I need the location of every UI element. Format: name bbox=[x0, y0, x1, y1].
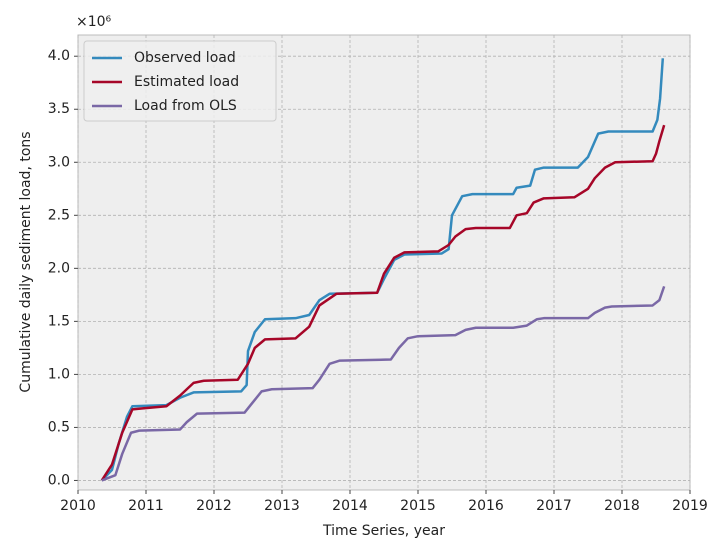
legend-label: Load from OLS bbox=[134, 98, 237, 114]
legend-box bbox=[83, 40, 277, 122]
x-tick-label: 2013 bbox=[264, 498, 300, 514]
y-tick-label: 1.0 bbox=[48, 366, 70, 382]
x-tick-label: 2010 bbox=[60, 498, 96, 514]
y-tick-label: 1.5 bbox=[48, 313, 70, 329]
y-tick-label: 0.0 bbox=[48, 472, 70, 488]
x-tick-label: 2017 bbox=[536, 498, 572, 514]
legend: Observed load Estimated load Load from OLS bbox=[83, 40, 277, 122]
y-tick-label: 3.0 bbox=[48, 154, 70, 170]
x-tick-label: 2011 bbox=[128, 498, 164, 514]
x-tick-label: 2019 bbox=[672, 498, 708, 514]
x-tick-label: 2016 bbox=[468, 498, 504, 514]
y-tick-label: 4.0 bbox=[48, 48, 70, 64]
line-series bbox=[101, 285, 666, 482]
y-tick-label: 2.5 bbox=[48, 207, 70, 223]
x-tick-label: 2018 bbox=[604, 498, 640, 514]
x-tick-label: 2012 bbox=[196, 498, 232, 514]
line-series bbox=[100, 124, 666, 482]
y-offset-label: ×10⁶ bbox=[76, 14, 112, 30]
y-axis-label: Cumulative daily sediment load, tons bbox=[18, 131, 34, 392]
y-tick-label: 0.5 bbox=[48, 419, 70, 435]
y-tick-label: 3.5 bbox=[48, 101, 70, 117]
x-tick-label: 2014 bbox=[332, 498, 368, 514]
x-tick-label: 2015 bbox=[400, 498, 436, 514]
legend-label: Estimated load bbox=[134, 74, 239, 90]
x-axis-label: Time Series, year bbox=[322, 523, 445, 539]
y-tick-label: 2.0 bbox=[48, 260, 70, 276]
legend-label: Observed load bbox=[134, 50, 236, 66]
